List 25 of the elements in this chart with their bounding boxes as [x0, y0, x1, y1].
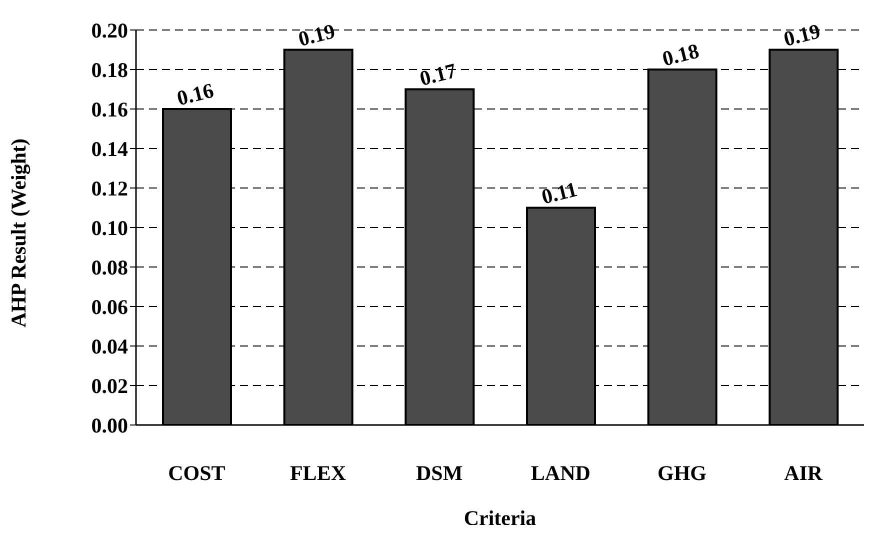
- y-tick-label: 0.18: [91, 58, 128, 82]
- y-tick-label: 0.04: [91, 334, 128, 358]
- y-tick-label: 0.10: [91, 216, 128, 240]
- x-tick-label: FLEX: [290, 460, 346, 485]
- x-tick-label: GHG: [657, 460, 707, 485]
- y-tick-label: 0.14: [91, 136, 128, 161]
- x-tick-label: COST: [168, 460, 226, 485]
- data-label: 0.19: [781, 18, 823, 52]
- data-label: 0.19: [296, 18, 338, 52]
- y-axis-title: AHP Result (Weight): [6, 138, 30, 328]
- data-label: 0.16: [174, 78, 216, 110]
- data-label: 0.18: [660, 38, 702, 71]
- y-tick-label: 0.06: [91, 294, 128, 319]
- x-tick-label: AIR: [784, 460, 824, 485]
- y-tick-label: 0.20: [91, 18, 128, 42]
- y-tick-label: 0.16: [91, 97, 128, 122]
- x-axis-title: Criteria: [464, 506, 537, 530]
- y-tick-label: 0.12: [91, 176, 128, 200]
- y-tick-label: 0.02: [91, 374, 128, 398]
- data-label: 0.11: [539, 177, 580, 209]
- data-label: 0.17: [417, 58, 459, 91]
- x-tick-label: DSM: [416, 460, 463, 485]
- y-tick-label: 0.00: [91, 413, 128, 438]
- y-tick-label: 0.08: [91, 255, 128, 280]
- x-tick-label: LAND: [530, 460, 590, 485]
